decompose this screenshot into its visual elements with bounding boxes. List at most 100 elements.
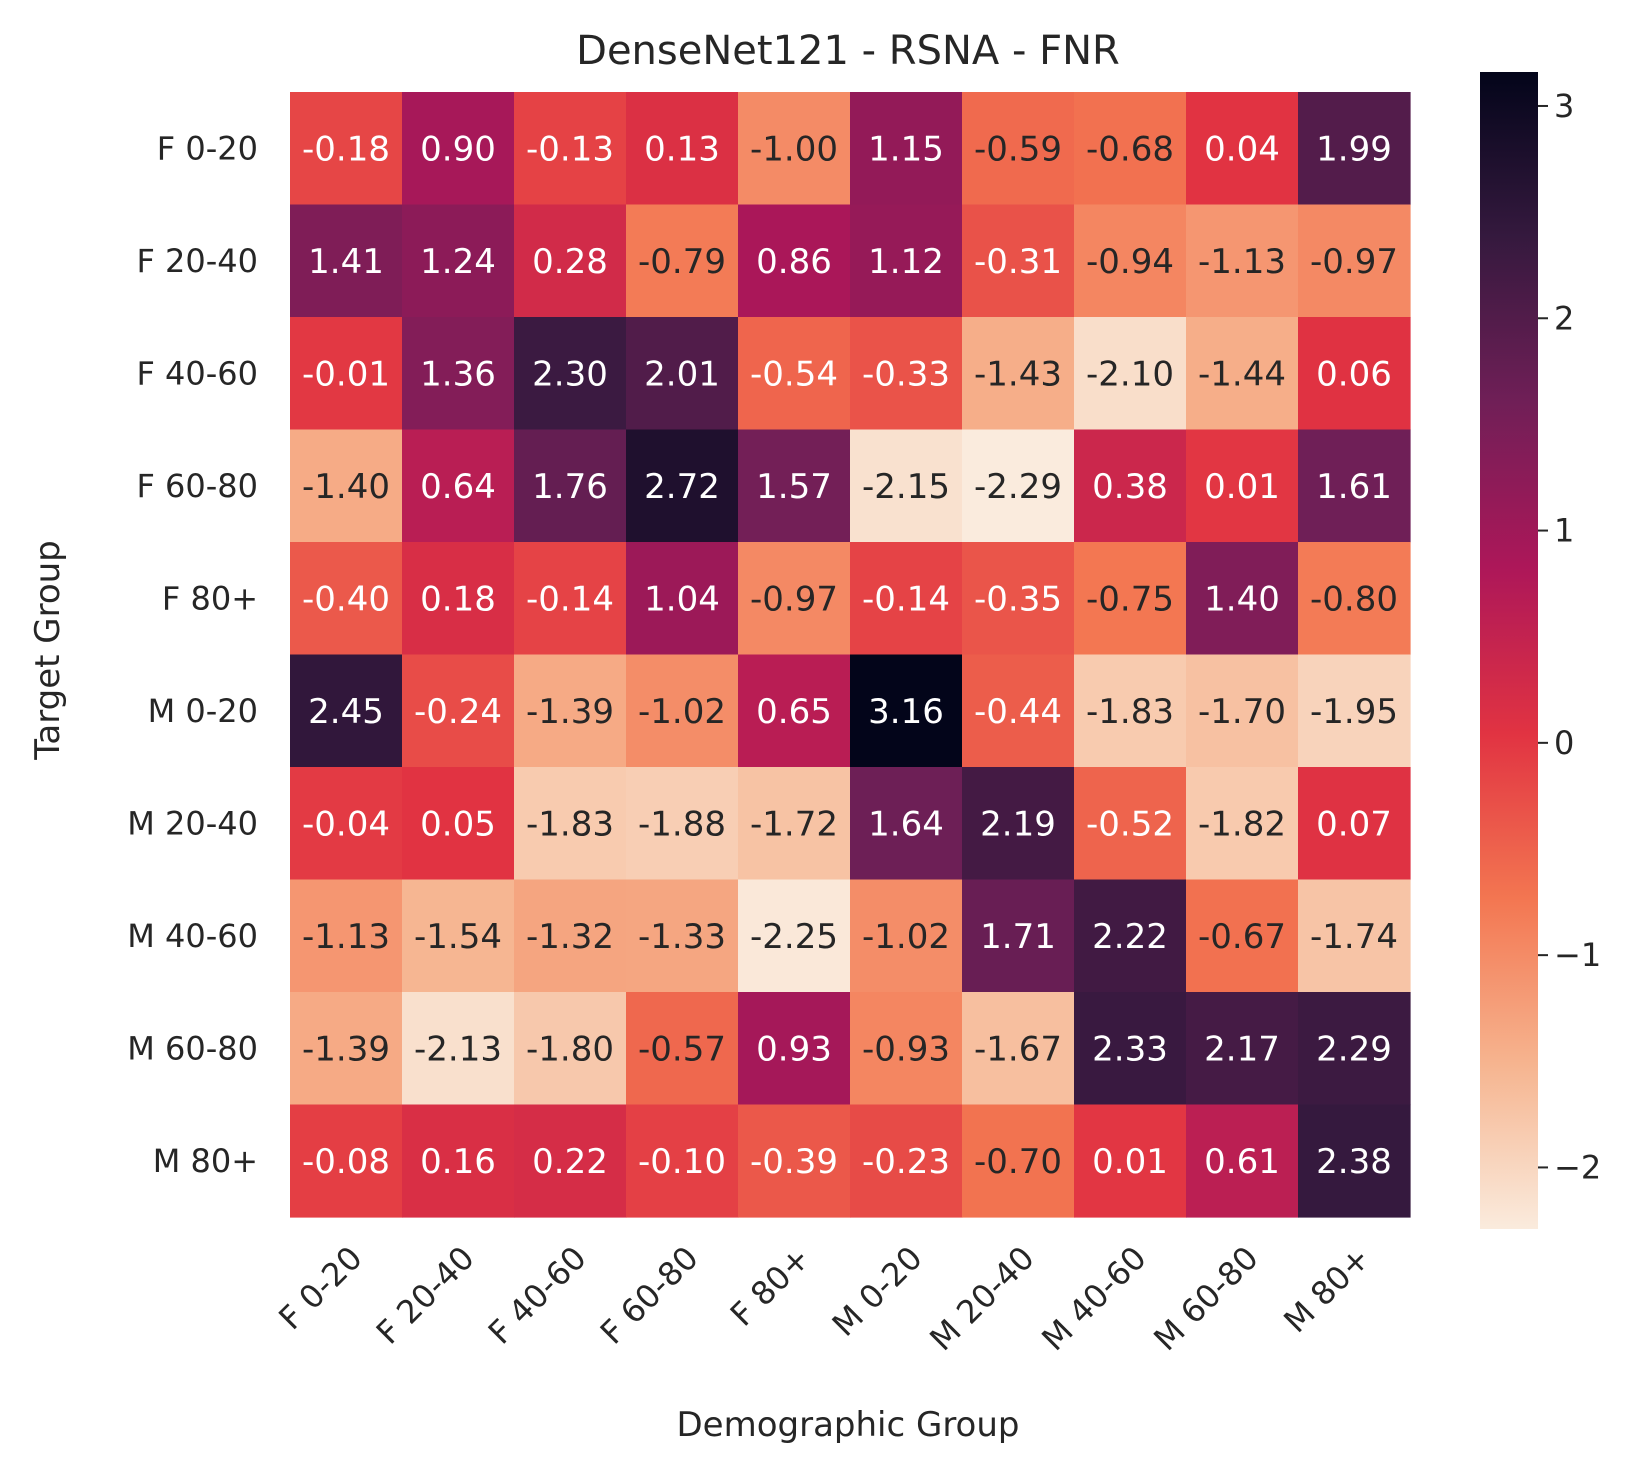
heatmap-cell [290,767,403,881]
heatmap-cell [290,654,403,768]
x-tick-label: M 20-40 [922,1239,1041,1358]
cell-value-label: -2.13 [414,1029,502,1069]
heatmap-cell [1186,767,1299,881]
cell-value-label: 1.04 [644,579,720,619]
cell-value-label: 1.61 [1316,467,1392,507]
colorbar-tick-label: 2 [1554,299,1574,337]
colorbar [1480,72,1538,1229]
heatmap-cell [1074,767,1187,881]
cell-value-label: 0.16 [420,1142,496,1182]
x-tick-label: M 40-60 [1034,1239,1153,1358]
cell-value-label: -1.00 [750,129,838,169]
cell-value-label: -0.75 [1086,579,1174,619]
cell-value-label: 2.33 [1092,1029,1168,1069]
cell-value-label: 2.30 [532,354,608,394]
x-tick-label: F 0-20 [271,1239,369,1337]
cell-value-label: -0.79 [638,242,726,282]
cell-value-label: -1.82 [1198,804,1286,844]
cell-value-label: -1.33 [638,917,726,957]
heatmap-cell [850,542,963,656]
y-tick-label: F 40-60 [136,354,258,392]
heatmap-cell [962,317,1075,431]
heatmap-cell [514,767,627,881]
x-tick-labels: F 0-20 F 20-40 F 40-60 F 60-80 F 80+ M 0-20M … [271,1239,1377,1358]
heatmap-cell [402,1104,515,1218]
heatmap-cell [850,767,963,881]
y-tick-label: M 0-20 [148,692,258,730]
cell-value-label: 0.28 [532,242,608,282]
heatmap-cell [626,92,739,206]
cell-value-label: -0.52 [1086,804,1174,844]
cell-value-label: -0.01 [302,354,390,394]
heatmap-cell [1074,429,1187,543]
cell-value-label: 2.22 [1092,917,1168,957]
cell-value-label: 1.71 [980,917,1056,957]
cell-value-label: -1.32 [526,917,614,957]
heatmap-cell [850,204,963,318]
heatmap-cell [850,1104,963,1218]
heatmap-cell [738,429,851,543]
heatmap-cell [738,542,851,656]
heatmap-cell [1074,879,1187,993]
cell-value-label: 1.15 [868,129,944,169]
heatmap-cell [850,992,963,1106]
x-tick-label: M 60-80 [1146,1239,1265,1358]
heatmap-cell [1074,1104,1187,1218]
cell-value-label: 0.06 [1316,354,1392,394]
colorbar-tick-label: −2 [1554,1148,1601,1186]
y-tick-label: M 40-60 [127,917,258,955]
cell-value-label: -0.97 [1310,242,1398,282]
heatmap-cell [738,317,851,431]
cell-value-label: 3.16 [868,692,944,732]
cell-value-label: -2.15 [862,467,950,507]
heatmap-cell [290,317,403,431]
cell-value-label: -0.80 [1310,579,1398,619]
heatmap-cell [1298,92,1411,206]
cell-value-label: 2.45 [308,692,384,732]
cell-value-label: -1.80 [526,1029,614,1069]
cell-value-label: -0.67 [1198,917,1286,957]
heatmap-cell [1186,542,1299,656]
cell-value-label: 0.65 [756,692,832,732]
heatmap-cell [1074,204,1187,318]
heatmap-cell [514,542,627,656]
y-tick-label: F 80+ [162,579,258,617]
x-axis-title: Demographic Group [676,1405,1019,1445]
cell-value-label: 0.04 [1204,129,1280,169]
cell-value-label: -1.39 [302,1029,390,1069]
heatmap-cell [1298,1104,1411,1218]
cell-value-label: 1.76 [532,467,608,507]
heatmap-cell [402,317,515,431]
colorbar-tick-label: 0 [1554,724,1574,762]
heatmap-cell-labels: -0.18 0.90 -0.13 0.13 -1.00 1.15 -0.59 -0.68 0.0… [302,129,1398,1182]
heatmap-cell [290,992,403,1106]
cell-value-label: -0.31 [974,242,1062,282]
heatmap-cell [850,317,963,431]
heatmap-cell [738,992,851,1106]
cell-value-label: 0.61 [1204,1142,1280,1182]
cell-value-label: 1.24 [420,242,496,282]
heatmap-cell [1186,879,1299,993]
colorbar-tick-label: 1 [1554,512,1574,550]
cell-value-label: 0.01 [1204,467,1280,507]
heatmap-cell [962,879,1075,993]
heatmap-cell [1186,1104,1299,1218]
cell-value-label: 2.01 [644,354,720,394]
x-tick-label: M 0-20 [825,1239,930,1344]
heatmap-cell [626,654,739,768]
cell-value-label: -0.40 [302,579,390,619]
cell-value-label: 0.22 [532,1142,608,1182]
cell-value-label: -2.10 [1086,354,1174,394]
cell-value-label: -2.25 [750,917,838,957]
cell-value-label: -2.29 [974,467,1062,507]
heatmap-cell [850,429,963,543]
heatmap-cell [1186,317,1299,431]
cell-value-label: 2.72 [644,467,720,507]
heatmap-cell [626,767,739,881]
heatmap-cell [514,317,627,431]
cell-value-label: -1.13 [302,917,390,957]
heatmap-cell [626,879,739,993]
heatmap-cell [402,992,515,1106]
heatmap-cell [962,204,1075,318]
